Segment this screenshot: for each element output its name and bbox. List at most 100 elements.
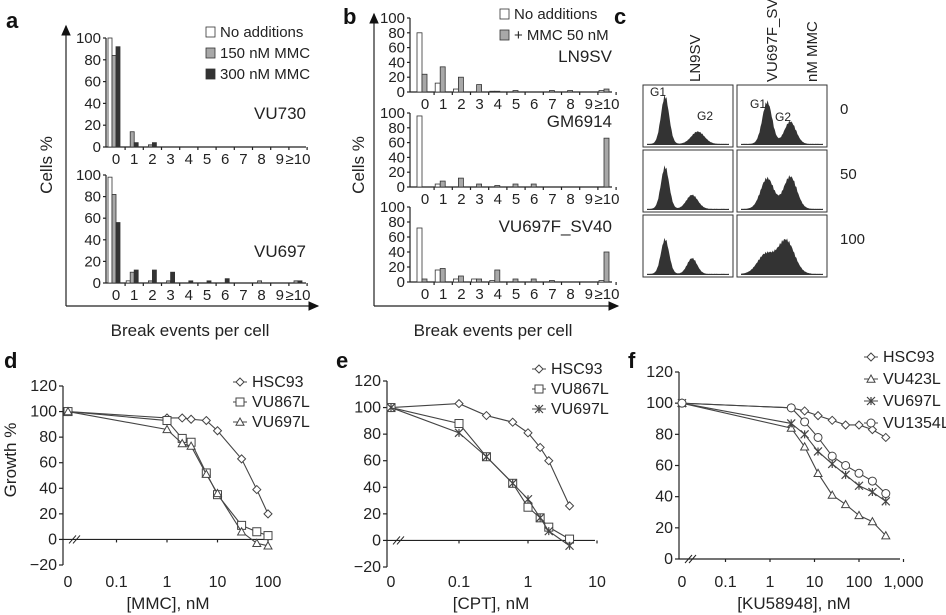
y-tick-label: 60 <box>655 458 673 475</box>
bar <box>512 90 519 93</box>
y-tick-label: 0 <box>397 84 405 101</box>
bar <box>603 251 610 283</box>
histogram-fill <box>647 94 729 145</box>
legend-swatch <box>205 26 216 38</box>
histogram-fill <box>647 165 729 210</box>
x-tick-label: 6 <box>221 287 229 304</box>
subplot-title: VU697F_SV40 <box>499 217 612 236</box>
legend-label: 300 nM MMC <box>220 66 310 83</box>
axis-break-mark <box>68 535 81 544</box>
data-point-asterisk <box>813 447 823 456</box>
x-tick-label: 9 <box>585 286 593 303</box>
bar <box>147 144 153 148</box>
x-tick-label: 0 <box>387 574 396 591</box>
data-point-asterisk <box>854 481 864 491</box>
y-tick-label: 120 <box>646 364 673 381</box>
data-point-circle <box>866 418 876 428</box>
bar <box>598 280 605 283</box>
panel-letter: b <box>343 4 356 29</box>
x-tick-label: 2 <box>148 287 156 304</box>
data-point-diamond <box>236 454 247 464</box>
axis-break-mark <box>392 536 405 545</box>
y-tick-label: 60 <box>388 229 405 246</box>
legend-label: 150 nM MMC <box>220 45 310 62</box>
panel-d: d −20 0 20 40 60 80 100 120 0 0.1 1 10 100 [MMC], nM Gr… <box>1 348 310 613</box>
bar <box>439 180 446 188</box>
y-tick-label: −20 <box>30 557 57 574</box>
x-tick-label: 3 <box>475 191 483 208</box>
bar <box>598 90 605 93</box>
y-tick-label: 60 <box>84 210 101 227</box>
x-tick-label: 0 <box>112 151 120 168</box>
bar <box>166 280 172 284</box>
histogram-fill <box>741 175 823 210</box>
panel-letter: e <box>336 348 348 373</box>
data-point-triangle <box>162 424 172 434</box>
x-tick-label: 1 <box>439 286 447 303</box>
x-tick-label: 0 <box>112 287 120 304</box>
x-tick-label: 8 <box>257 151 265 168</box>
bar <box>151 269 157 284</box>
bar <box>115 46 121 148</box>
y-tick-label: 40 <box>388 54 405 71</box>
y-tick-label: 60 <box>388 135 405 152</box>
bar <box>133 142 139 148</box>
data-point-triangle <box>186 441 196 450</box>
x-tick-label: 10 <box>588 574 606 591</box>
x-tick-label: 3 <box>166 287 174 304</box>
data-point-asterisk <box>523 494 533 504</box>
x-tick-label: 100 <box>255 574 282 591</box>
bar <box>457 275 464 283</box>
legend-label: HSC93 <box>551 361 603 378</box>
data-point-triangle <box>236 526 247 536</box>
bar <box>489 280 496 283</box>
data-point-circle <box>786 403 796 413</box>
y-tick-label: 60 <box>363 453 381 470</box>
peak-label-g1: G1 <box>650 85 666 99</box>
bar <box>107 37 113 148</box>
panel-letter: c <box>614 4 626 29</box>
bar <box>147 280 153 284</box>
legend-label: VU867L <box>252 394 310 411</box>
bar <box>452 88 459 93</box>
x-tick-label: ≥10 <box>595 96 620 113</box>
y-tick-label: 80 <box>388 214 405 231</box>
y-axis-label: Growth % <box>1 423 20 498</box>
data-point-asterisk <box>535 513 545 523</box>
subplot-title: VU697 <box>254 242 306 261</box>
data-point-diamond <box>212 426 223 436</box>
data-point-asterisk <box>881 496 891 506</box>
data-point-square <box>252 527 262 537</box>
column-label: LN9SV <box>687 34 704 82</box>
panel-letter: d <box>4 348 17 373</box>
bar <box>457 177 464 188</box>
series-line <box>390 403 571 507</box>
y-tick-label: 20 <box>655 520 673 537</box>
panel-c: c LN9SV VU697F_SV40 nM MMC 0 50 100 G1 G2 G1 G2 <box>614 0 865 278</box>
y-axis-label: Cells % <box>349 136 368 194</box>
bar <box>549 90 555 93</box>
y-tick-label: 120 <box>354 373 381 390</box>
subplot-title: LN9SV <box>558 47 613 66</box>
y-tick-label: 20 <box>84 117 101 134</box>
data-point-asterisk <box>565 541 574 551</box>
x-tick-label: 0 <box>678 574 687 591</box>
x-tick-label: 10 <box>209 574 227 591</box>
x-tick-label: ≥10 <box>595 191 620 208</box>
x-tick-label: 3 <box>475 96 483 113</box>
x-tick-label: 0 <box>421 96 429 113</box>
data-point-asterisk <box>482 452 491 462</box>
bar <box>129 131 135 148</box>
bar <box>489 90 496 93</box>
y-tick-label: 40 <box>655 489 673 506</box>
bar <box>224 278 230 284</box>
data-point-diamond <box>252 484 262 495</box>
x-tick-label: 7 <box>239 151 247 168</box>
bar <box>125 280 131 284</box>
x-axis-label: [KU58948], nM <box>737 594 850 613</box>
data-point-asterisk <box>454 428 464 438</box>
y-tick-label: 100 <box>76 30 101 47</box>
bar <box>452 278 459 283</box>
histogram-fill <box>741 100 823 145</box>
histogram-fill <box>741 238 823 275</box>
